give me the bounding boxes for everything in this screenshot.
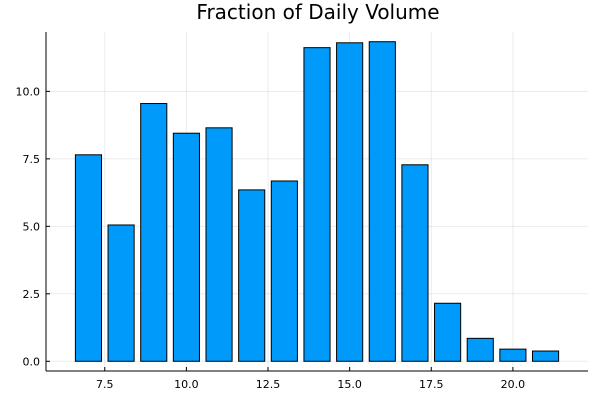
x-tick-label: 10.0 bbox=[174, 378, 199, 391]
x-tick-label: 7.5 bbox=[96, 378, 114, 391]
axes bbox=[45, 32, 588, 372]
x-tick-label: 15.0 bbox=[337, 378, 362, 391]
chart-title: Fraction of Daily Volume bbox=[196, 0, 439, 24]
bar-10 bbox=[172, 132, 200, 362]
bar-15 bbox=[336, 42, 364, 362]
bar-19 bbox=[466, 337, 494, 362]
bar-20 bbox=[499, 348, 527, 362]
bar-14 bbox=[303, 47, 331, 362]
x-tick-label: 17.5 bbox=[419, 378, 444, 391]
y-tick-label: 7.5 bbox=[23, 153, 41, 166]
bar-17 bbox=[401, 164, 429, 362]
y-tick-label: 5.0 bbox=[23, 220, 41, 233]
y-tick-label: 10.0 bbox=[16, 85, 41, 98]
x-tick-labels: 7.5 10.0 12.5 15.0 17.5 20.0 bbox=[96, 367, 525, 391]
bar-9 bbox=[140, 103, 168, 362]
bar-18 bbox=[434, 302, 462, 362]
x-tick-label: 20.0 bbox=[501, 378, 526, 391]
bar-11 bbox=[205, 127, 233, 362]
bar-13 bbox=[270, 180, 298, 362]
bar-8 bbox=[107, 224, 135, 362]
y-tick-label: 0.0 bbox=[23, 355, 41, 368]
bar-7 bbox=[74, 154, 103, 362]
bar-21 bbox=[531, 350, 560, 362]
y-tick-labels: 0.0 2.5 5.0 7.5 10.0 bbox=[16, 85, 50, 368]
bar-16 bbox=[368, 41, 396, 362]
x-tick-label: 12.5 bbox=[256, 378, 281, 391]
y-tick-label: 2.5 bbox=[23, 288, 41, 301]
bars bbox=[74, 41, 560, 362]
bar-12 bbox=[238, 189, 266, 362]
